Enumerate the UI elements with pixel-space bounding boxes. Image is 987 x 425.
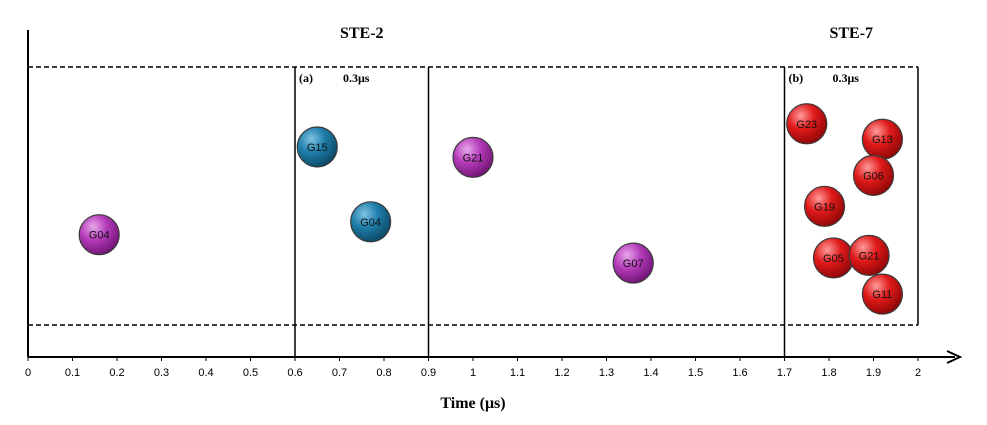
dividers <box>294 67 786 357</box>
x-tick-label: 0 <box>25 367 31 379</box>
x-tick-label: 0.5 <box>243 367 258 379</box>
satellite-point: G05 <box>812 237 855 279</box>
satellite-marker <box>852 154 895 196</box>
panel-span-label: 0.3μs <box>833 71 860 85</box>
x-axis-title: Time (μs) <box>440 395 505 412</box>
x-tick-label: 1.2 <box>554 367 569 379</box>
x-tick-label: 1.9 <box>866 367 881 379</box>
x-ticks: 0 0.1 0.2 0.3 0.4 0.5 0.6 0.7 0.8 0.9 1 1.1 1.2 1.3 1.… <box>25 357 921 379</box>
satellite-marker <box>452 136 494 178</box>
satellite-marker <box>803 185 846 227</box>
satellite-marker <box>78 214 120 256</box>
satellite-point: G19 <box>803 185 846 227</box>
satellite-point: G04 <box>78 214 120 256</box>
satellite-label: G21 <box>463 152 484 164</box>
satellite-label: G23 <box>796 119 817 131</box>
x-axis-arrowhead <box>946 350 963 364</box>
x-tick-label: 0.6 <box>287 367 302 379</box>
satellite-marker <box>350 201 392 243</box>
panel-span-label: 0.3μs <box>343 71 370 85</box>
satellite-points: G04 G15 G04 G21 G07 G23 G13 G06 G19 G05 G21 G11 <box>78 103 904 315</box>
x-tick-label: 1 <box>470 367 476 379</box>
satellite-label: G05 <box>823 253 844 265</box>
satellite-point: G21 <box>848 234 890 276</box>
satellite-point: G04 <box>350 201 392 243</box>
x-tick-label: 1.5 <box>688 367 703 379</box>
x-tick-label: 0.9 <box>421 367 436 379</box>
satellite-label: G06 <box>863 170 884 182</box>
x-tick-label: 1.1 <box>510 367 525 379</box>
x-tick-label: 1.4 <box>643 367 658 379</box>
satellite-label: G13 <box>872 134 893 146</box>
satellite-label: G07 <box>623 258 644 270</box>
x-tick-label: 0.8 <box>376 367 391 379</box>
satellite-label: G21 <box>859 250 880 262</box>
block-title: STE-7 <box>829 25 873 42</box>
x-tick-label: 1.7 <box>777 367 792 379</box>
satellite-marker <box>612 242 654 284</box>
satellite-label: G11 <box>872 289 892 301</box>
x-tick-label: 1.6 <box>732 367 747 379</box>
x-tick-label: 0.4 <box>198 367 213 379</box>
satellite-marker <box>296 126 338 168</box>
panel-labels: (a) 0.3μs (b) 0.3μs <box>299 71 859 85</box>
satellite-point: G11 <box>861 273 904 315</box>
satellite-point: G15 <box>296 126 338 168</box>
x-tick-label: 0.2 <box>109 367 124 379</box>
satellite-label: G04 <box>89 230 110 242</box>
satellite-marker <box>861 273 904 315</box>
satellite-point: G23 <box>786 103 828 145</box>
x-tick-label: 2 <box>915 367 921 379</box>
satellite-label: G04 <box>360 217 381 229</box>
panel-label: (a) <box>299 71 313 85</box>
satellite-label: G15 <box>307 142 328 154</box>
satellite-point: G21 <box>452 136 494 178</box>
satellite-marker <box>848 234 890 276</box>
satellite-marker <box>786 103 828 145</box>
satellite-label: G19 <box>814 201 835 213</box>
x-tick-label: 0.1 <box>65 367 80 379</box>
panel-label: (b) <box>789 71 804 85</box>
satellite-point: G13 <box>861 118 904 160</box>
x-tick-label: 1.3 <box>599 367 614 379</box>
satellite-point: G07 <box>612 242 654 284</box>
block-titles: STE-2 STE-7 <box>340 25 873 42</box>
block-title: STE-2 <box>340 25 384 42</box>
x-tick-label: 0.7 <box>332 367 347 379</box>
satellite-point: G06 <box>852 154 895 196</box>
x-tick-label: 0.3 <box>154 367 169 379</box>
x-tick-label: 1.8 <box>821 367 836 379</box>
